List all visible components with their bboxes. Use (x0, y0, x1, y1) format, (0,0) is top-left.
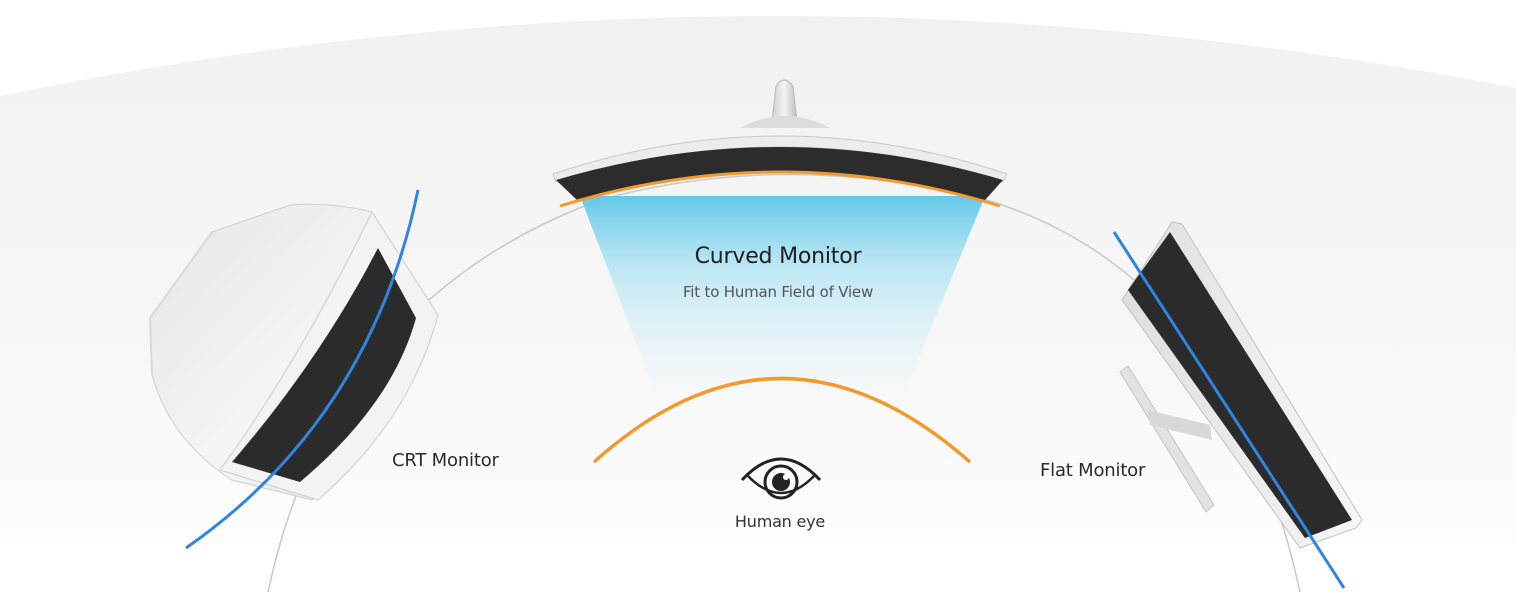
curved-monitor (552, 79, 1008, 208)
flat-monitor (1112, 221, 1363, 589)
human-eye-label: Human eye (734, 512, 826, 531)
curved-monitor-label: Curved Monitor (694, 244, 862, 269)
curved-monitor-subtitle: Fit to Human Field of View (682, 283, 874, 301)
flat-monitor-label: Flat Monitor (1040, 460, 1146, 481)
human-eye-arc (592, 376, 972, 464)
field-of-view-beam (580, 196, 985, 392)
crt-monitor (148, 189, 439, 550)
crt-monitor-label: CRT Monitor (392, 450, 499, 471)
eye-icon (740, 457, 822, 500)
